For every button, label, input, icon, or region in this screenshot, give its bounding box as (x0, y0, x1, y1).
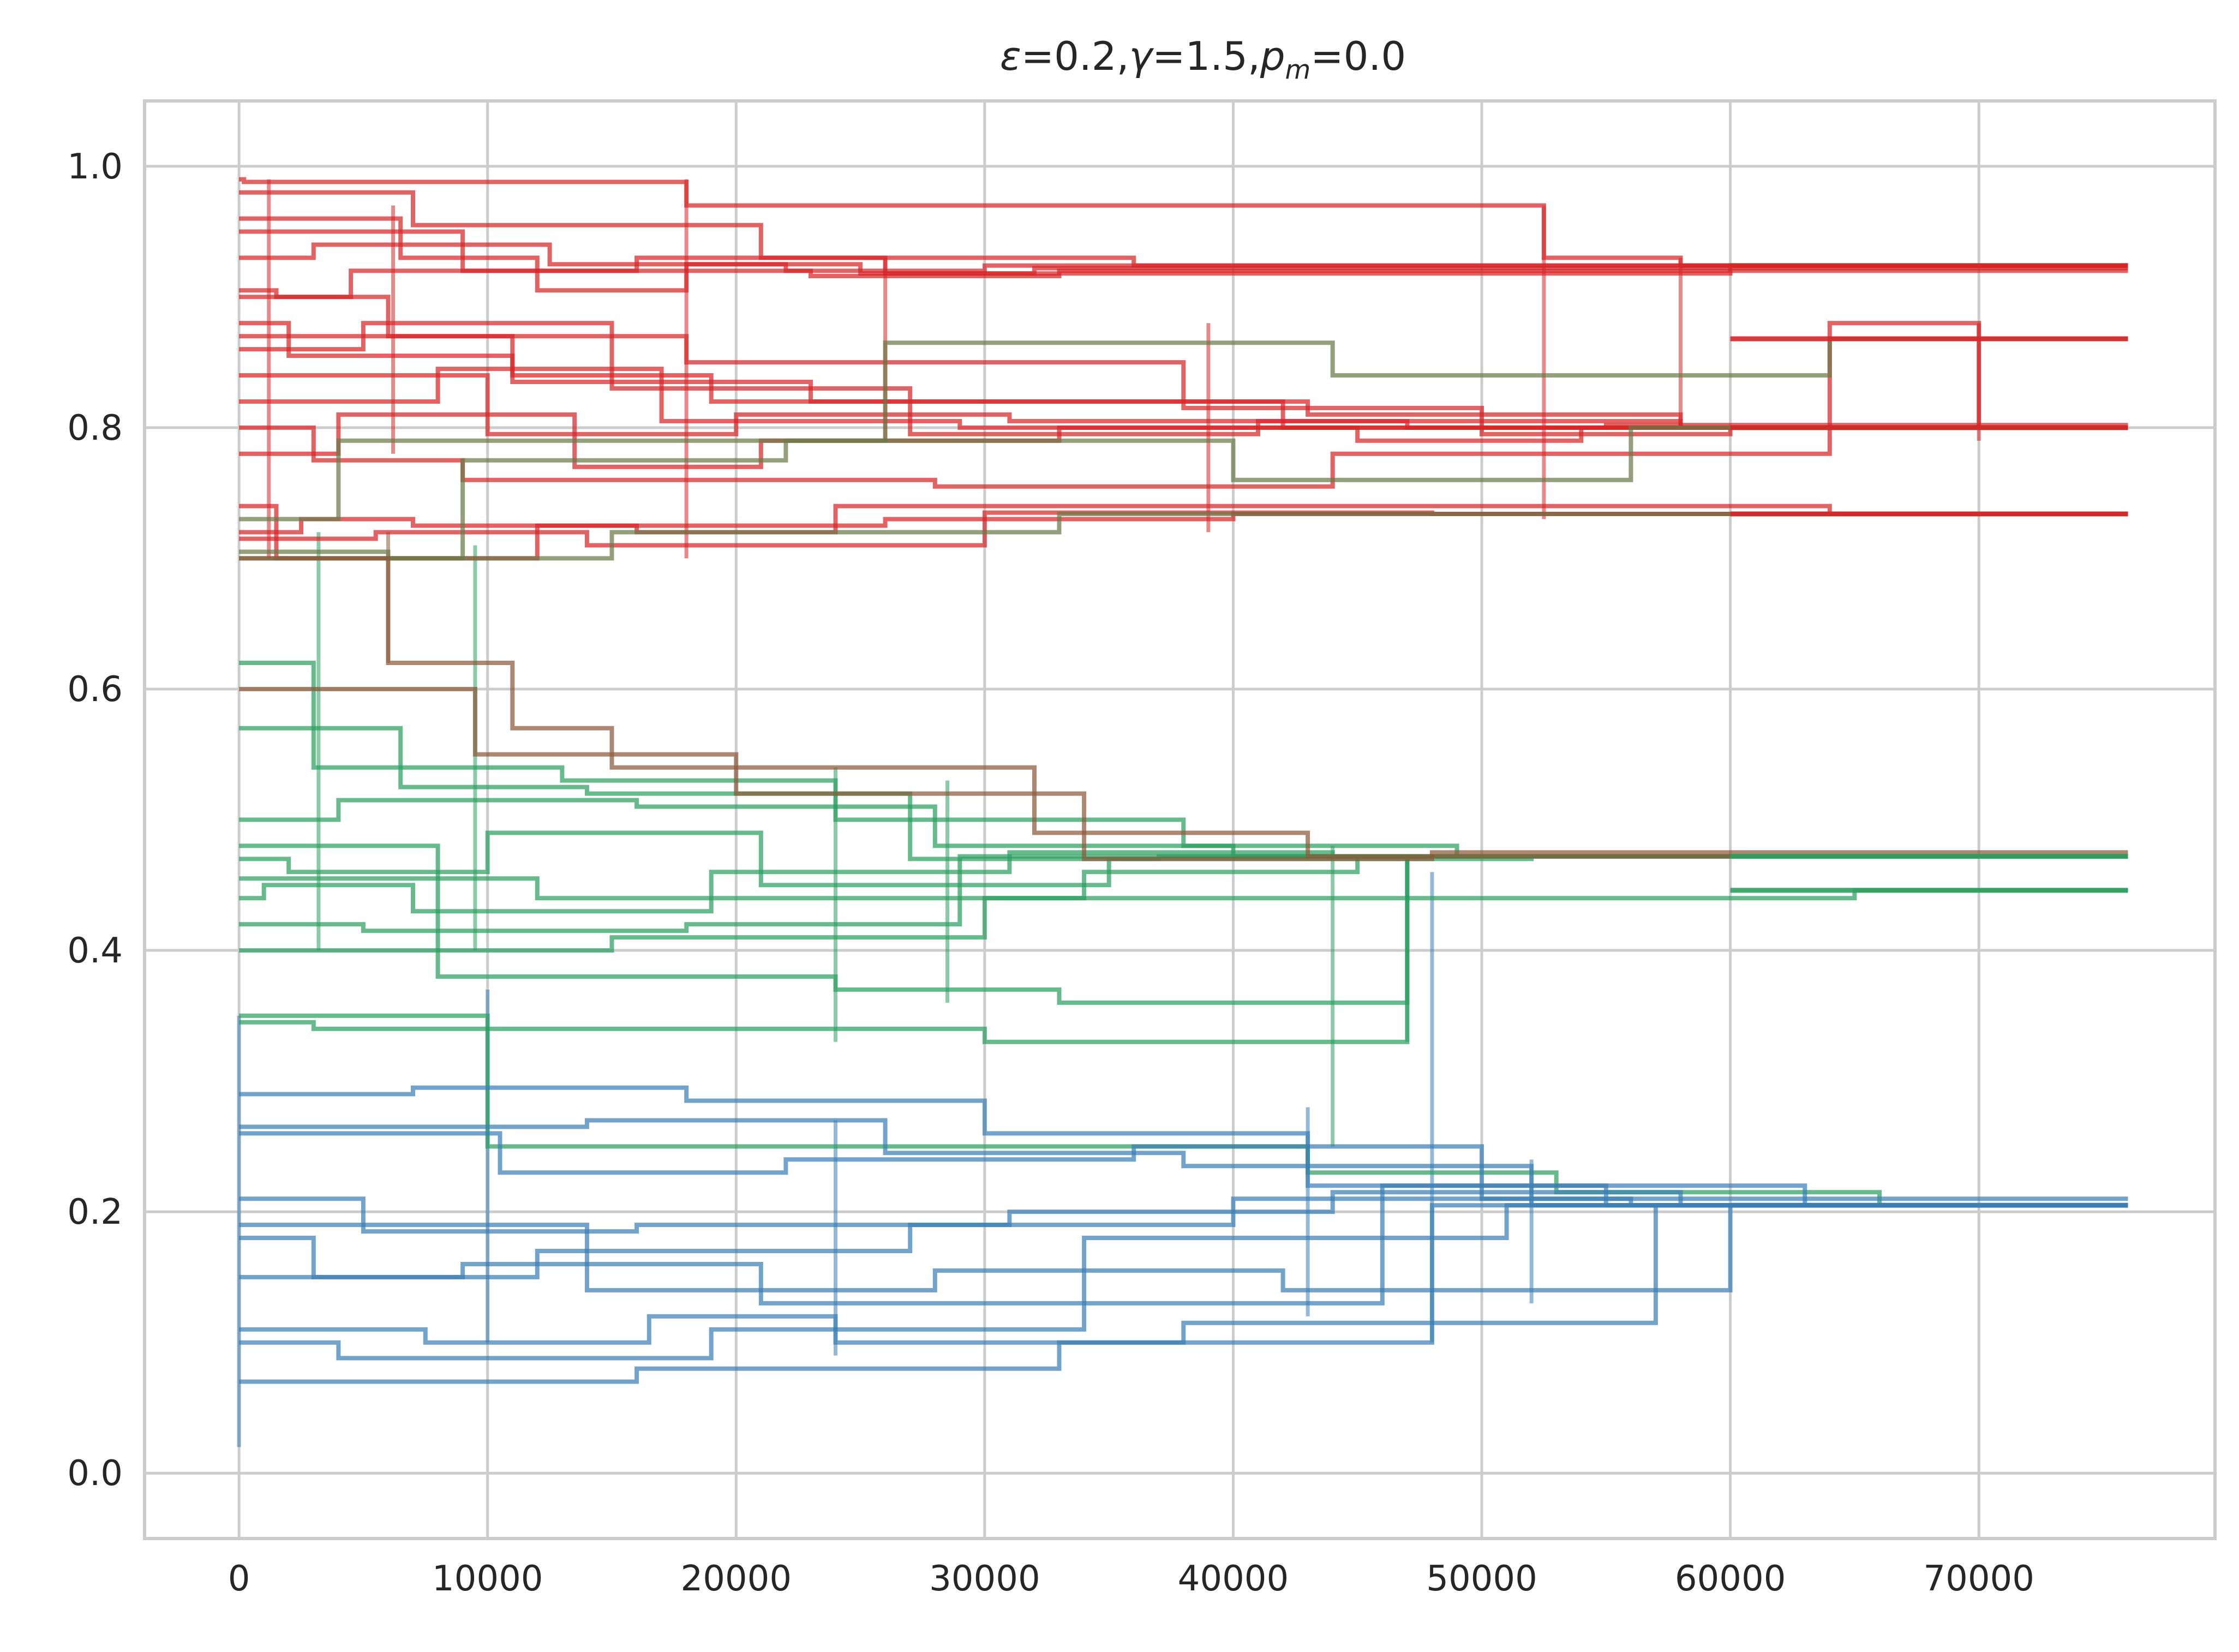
trajectory-line (239, 1131, 2128, 1201)
x-axis: 0 10000 20000 30000 40000 50000 60000 70000 (228, 1559, 2034, 1599)
x-tick-label: 40000 (1178, 1559, 1289, 1599)
title-epsilon-value: =0.2, (1021, 33, 1129, 79)
plot-frame (143, 99, 2217, 1540)
trajectory-line (239, 1085, 2128, 1208)
trajectory-line (239, 850, 2128, 914)
trajectory-line (239, 661, 2128, 859)
chart-title: ε=0.2,γ=1.5,pm=0.0 (1000, 33, 1406, 85)
y-tick-label: 0.6 (67, 669, 123, 710)
y-tick-label: 0.8 (67, 408, 123, 448)
x-tick-label: 10000 (432, 1559, 543, 1599)
y-tick-label: 1.0 (67, 147, 123, 187)
title-p: p (1260, 33, 1285, 79)
series-layer (237, 177, 2128, 1447)
trajectory-line (239, 337, 2128, 522)
trajectory-line (239, 177, 2128, 268)
title-p-value: =0.0 (1310, 33, 1406, 79)
x-tick-label: 30000 (929, 1559, 1040, 1599)
x-tick-label: 20000 (680, 1559, 792, 1599)
trajectory-line (239, 854, 2128, 1044)
trajectory-line (239, 504, 2128, 561)
trajectory-line (239, 687, 2128, 861)
x-tick-label: 0 (228, 1559, 250, 1599)
trajectory-line (239, 1203, 2128, 1292)
trajectory-line (239, 556, 2128, 859)
trajectory-line (239, 190, 2128, 268)
y-tick-label: 0.0 (67, 1453, 123, 1494)
trajectory-line (239, 1118, 2128, 1208)
title-gamma: γ (1129, 33, 1154, 79)
title-epsilon: ε (1000, 33, 1021, 79)
trajectory-line (239, 1203, 2128, 1361)
x-tick-label: 60000 (1675, 1559, 1786, 1599)
trajectory-line (239, 373, 2128, 436)
title-p-subscript: m (1285, 55, 1311, 85)
series-group (237, 177, 2128, 1447)
trajectory-line (239, 242, 2128, 273)
trajectory-line (239, 854, 2128, 933)
y-tick-label: 0.4 (67, 931, 123, 971)
y-tick-label: 0.2 (67, 1192, 123, 1232)
trajectory-line (239, 512, 2128, 561)
trajectory-line (239, 334, 2128, 430)
trajectory-line (239, 1183, 2128, 1306)
trajectory-line (239, 1203, 2128, 1384)
trajectory-line (239, 295, 2128, 436)
y-axis: 0.0 0.2 0.4 0.6 0.8 1.0 (67, 147, 123, 1494)
x-tick-label: 70000 (1923, 1559, 2034, 1599)
x-tick-label: 50000 (1426, 1559, 1537, 1599)
trajectory-line (239, 425, 2128, 561)
trajectory-line (239, 216, 2128, 293)
title-gamma-value: =1.5, (1152, 33, 1260, 79)
